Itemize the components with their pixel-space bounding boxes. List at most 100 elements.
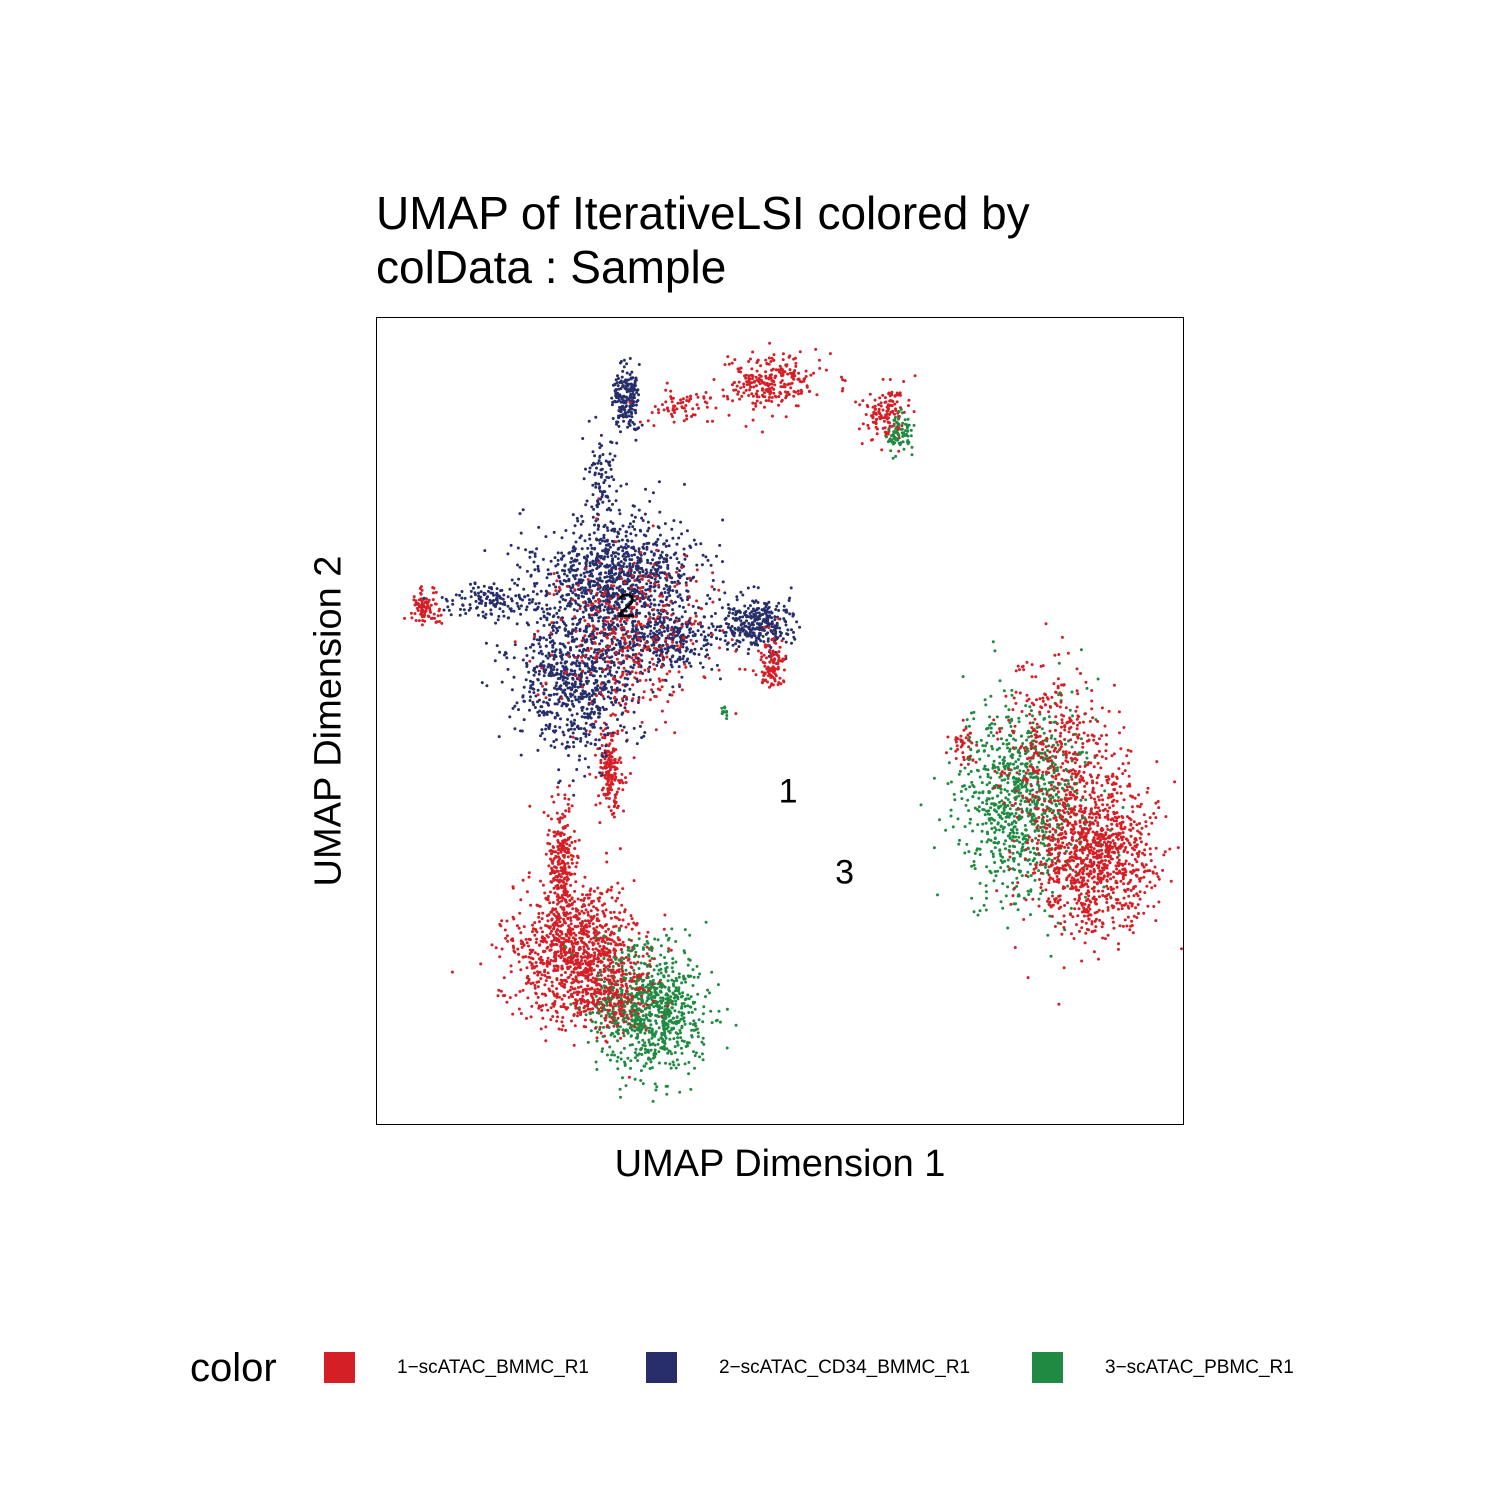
data-point <box>568 988 572 992</box>
data-point <box>630 927 634 931</box>
data-point <box>602 970 606 974</box>
data-point <box>499 989 503 993</box>
data-point <box>588 924 592 928</box>
data-point <box>576 993 579 997</box>
data-point <box>525 966 529 970</box>
data-point <box>603 902 606 906</box>
data-point <box>629 961 633 965</box>
data-point <box>542 961 546 965</box>
data-point <box>509 964 513 968</box>
data-point <box>619 1036 623 1040</box>
data-point <box>632 921 636 925</box>
data-point <box>534 961 538 964</box>
data-point <box>613 971 616 975</box>
data-point <box>583 955 587 959</box>
data-point <box>540 973 544 977</box>
data-point <box>582 945 586 949</box>
chart-title-line-1: UMAP of IterativeLSI colored by <box>376 187 1030 239</box>
data-point <box>624 956 628 959</box>
data-point <box>548 989 552 993</box>
data-point <box>596 971 600 975</box>
data-point <box>539 926 543 930</box>
data-point <box>544 1003 548 1007</box>
data-point <box>572 1043 576 1047</box>
data-point <box>617 918 621 922</box>
data-point <box>570 1019 573 1023</box>
data-point <box>541 883 545 887</box>
data-point <box>547 864 551 868</box>
data-point <box>581 962 585 966</box>
data-point <box>563 971 567 974</box>
data-point <box>530 1004 534 1008</box>
scatter-points <box>403 341 1183 1103</box>
data-point <box>566 990 570 994</box>
data-point <box>571 936 575 940</box>
data-point <box>593 951 597 955</box>
data-point <box>559 941 563 944</box>
data-point <box>609 916 613 920</box>
data-point <box>582 899 586 902</box>
data-point <box>585 893 588 897</box>
data-point <box>525 890 529 894</box>
data-point <box>586 913 590 917</box>
data-point <box>519 968 523 972</box>
umap-scatter-plot: 123 <box>403 341 1183 1103</box>
data-point <box>518 911 522 915</box>
data-point <box>553 1000 557 1003</box>
data-point <box>580 980 584 984</box>
data-point <box>552 959 556 963</box>
data-point <box>623 910 627 914</box>
data-point <box>648 959 652 963</box>
data-point <box>533 971 536 975</box>
data-point <box>578 945 582 949</box>
data-point <box>574 975 578 979</box>
data-point <box>629 939 633 942</box>
data-point <box>554 942 558 946</box>
data-point <box>530 962 534 966</box>
data-point <box>450 970 454 974</box>
data-point <box>555 995 559 999</box>
data-point <box>531 923 534 927</box>
data-point <box>546 971 550 975</box>
data-point <box>528 804 532 808</box>
data-point <box>568 947 572 951</box>
data-point <box>566 976 570 980</box>
data-point <box>541 940 545 944</box>
data-point <box>560 947 563 951</box>
data-point <box>543 974 547 977</box>
data-point <box>580 924 583 928</box>
data-point <box>662 927 666 931</box>
data-point <box>551 990 555 994</box>
data-point <box>641 954 645 958</box>
data-point <box>596 886 600 890</box>
data-point <box>609 958 613 962</box>
data-point <box>536 904 540 908</box>
data-point <box>555 1019 559 1023</box>
data-point <box>593 954 597 957</box>
data-point <box>636 960 640 964</box>
data-point <box>506 939 510 943</box>
data-point <box>603 914 607 918</box>
data-point <box>580 905 584 909</box>
chart-title-line-2: colData : Sample <box>376 241 727 293</box>
data-point <box>519 931 523 935</box>
data-point <box>632 879 636 883</box>
data-point <box>586 910 590 914</box>
data-point <box>605 851 608 855</box>
data-point <box>583 1018 587 1022</box>
data-point <box>549 1006 553 1010</box>
data-point <box>580 909 584 913</box>
data-point <box>589 1007 593 1011</box>
data-point <box>592 905 596 909</box>
data-point <box>519 1012 523 1015</box>
data-point <box>576 1014 579 1018</box>
data-point <box>614 924 618 928</box>
data-point <box>508 996 512 1000</box>
data-point <box>539 977 543 981</box>
data-point <box>522 925 526 929</box>
data-point <box>550 984 554 988</box>
data-point <box>522 943 526 947</box>
data-point <box>565 980 568 984</box>
data-point <box>541 911 545 915</box>
data-point <box>520 942 523 946</box>
